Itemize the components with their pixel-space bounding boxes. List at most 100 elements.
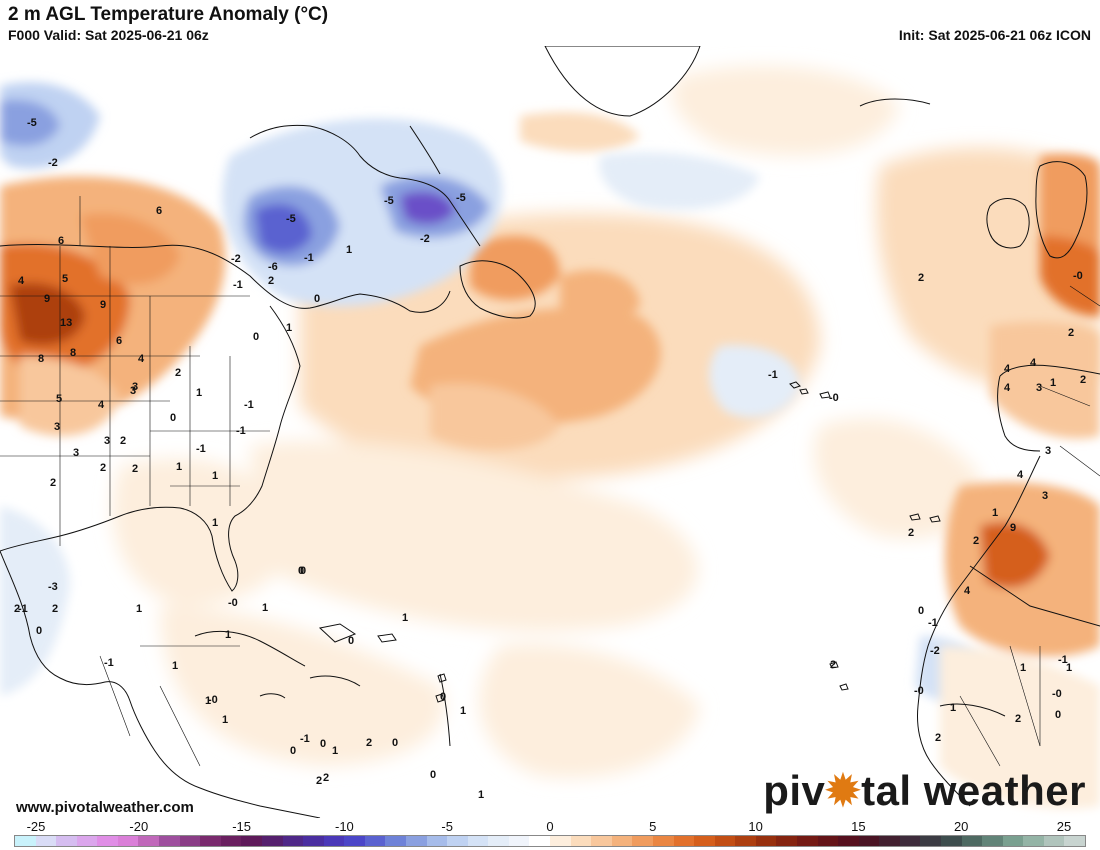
- anomaly-value-label: 0: [320, 738, 326, 750]
- anomaly-value-label: -1: [244, 399, 254, 411]
- anomaly-value-label: -5: [384, 195, 394, 207]
- anomaly-value-label: 8: [38, 353, 44, 365]
- colorbar-tick-label: 10: [748, 819, 763, 834]
- anomaly-value-label: 3: [73, 447, 79, 459]
- colorbar-swatch: [261, 836, 283, 846]
- colorbar-swatch: [1064, 836, 1086, 846]
- colorbar-swatch: [220, 836, 242, 846]
- anomaly-value-label: 1: [136, 603, 142, 615]
- colorbar-swatch: [1043, 836, 1065, 846]
- anomaly-value-label: 0: [253, 331, 259, 343]
- colorbar-swatch: [159, 836, 180, 846]
- colorbar-swatch: [714, 836, 736, 846]
- colorbar-tick-label: 5: [649, 819, 657, 834]
- anomaly-value-label: -1: [304, 252, 314, 264]
- anomaly-value-label: 2: [830, 659, 836, 671]
- anomaly-value-label: 1: [222, 714, 228, 726]
- website-url: www.pivotalweather.com: [16, 799, 194, 816]
- anomaly-value-label: 1: [1050, 377, 1056, 389]
- greenland-outline: [544, 46, 701, 117]
- anomaly-value-label: 0: [348, 635, 354, 647]
- warm-cores: [410, 112, 661, 450]
- anomaly-value-label: -5: [456, 192, 466, 204]
- anomaly-value-label: 0: [290, 745, 296, 757]
- colorbar-swatch: [899, 836, 921, 846]
- anomaly-value-label: -5: [27, 117, 37, 129]
- colorbar-ticks: -25 -20 -15 -10 -5 0 5 10 15 20 25: [14, 819, 1086, 835]
- colorbar-swatch: [15, 836, 36, 846]
- anomaly-value-label: 0: [430, 769, 436, 781]
- colorbar-swatch: [1023, 836, 1044, 846]
- anomaly-value-label: 1: [205, 695, 211, 707]
- brand-text-start: piv: [763, 767, 826, 814]
- anomaly-value-label: -1: [196, 443, 206, 455]
- anomaly-value-label: 1: [346, 244, 352, 256]
- colorbar-tick-label: -25: [26, 819, 46, 834]
- anomaly-value-label: -1: [18, 603, 28, 615]
- anomaly-value-label: 4: [1004, 363, 1011, 375]
- colorbar-swatch: [35, 836, 57, 846]
- colorbar-swatch: [961, 836, 983, 846]
- colorbar-swatch: [76, 836, 98, 846]
- anomaly-value-label: 1: [1066, 662, 1072, 674]
- colorbar-swatch: [241, 836, 262, 846]
- init-time: Init: Sat 2025-06-21 06z ICON: [898, 27, 1091, 43]
- colorbar-swatch: [138, 836, 160, 846]
- anomaly-value-label: 8: [70, 347, 76, 359]
- anomaly-value-label: -1: [928, 617, 938, 629]
- anomaly-value-label: 2: [120, 435, 126, 447]
- brand-text-end: tal weather: [861, 767, 1086, 814]
- colorbar-swatch: [405, 836, 427, 846]
- anomaly-value-label: -0: [1052, 688, 1062, 700]
- anomaly-value-label: 3: [1045, 445, 1051, 457]
- anomaly-value-label: 1: [225, 629, 231, 641]
- anomaly-value-label: 4: [138, 353, 145, 365]
- colorbar-swatch: [97, 836, 118, 846]
- anomaly-value-label: 2: [268, 275, 274, 287]
- anomaly-value-label: -0: [208, 694, 218, 706]
- colorbar-swatch: [735, 836, 756, 846]
- colorbar-swatch: [200, 836, 221, 846]
- gear-icon: ✹: [825, 767, 862, 814]
- colorbar-swatch: [447, 836, 468, 846]
- anomaly-value-label: 4: [1017, 469, 1024, 481]
- anomaly-value-label: 5: [62, 273, 68, 285]
- colorbar-swatch: [817, 836, 839, 846]
- political-borders: [0, 196, 1100, 767]
- colorbar-swatch: [344, 836, 365, 846]
- anomaly-value-label: -2: [420, 233, 430, 245]
- map-title: 2 m AGL Temperature Anomaly (°C): [8, 4, 329, 25]
- colorbar-swatch: [529, 836, 551, 846]
- colorbar-tick-label: -20: [129, 819, 149, 834]
- anomaly-value-label: -1: [300, 733, 310, 745]
- colorbar-swatch: [611, 836, 633, 846]
- colorbar-swatch: [879, 836, 900, 846]
- colorbar-swatch: [282, 836, 304, 846]
- anomaly-value-label: -0: [829, 392, 839, 404]
- anomaly-value-label: 9: [44, 293, 50, 305]
- colorbar-swatch: [179, 836, 201, 846]
- anomaly-value-label: 3: [104, 435, 110, 447]
- colorbar-swatch: [467, 836, 489, 846]
- anomaly-value-label: 1: [1020, 662, 1026, 674]
- anomaly-value-label: 3: [54, 421, 60, 433]
- anomaly-value-label: 2: [366, 737, 372, 749]
- anomaly-value-label: 2: [132, 463, 138, 475]
- colorbar-swatch: [591, 836, 612, 846]
- anomaly-value-label: 4: [1004, 382, 1011, 394]
- anomaly-value-label: 4: [98, 399, 105, 411]
- anomaly-value-label: 9: [100, 299, 106, 311]
- warm-anomaly-europe-africa: [940, 154, 1100, 809]
- anomaly-value-label: 0: [298, 565, 304, 577]
- colorbar-swatch: [508, 836, 530, 846]
- anomaly-value-label: 0: [36, 625, 42, 637]
- colorbar-swatch: [570, 836, 592, 846]
- anomaly-value-label: 0: [392, 737, 398, 749]
- anomaly-value-label: 2: [175, 367, 181, 379]
- anomaly-value-label: -0: [228, 597, 238, 609]
- coastlines: [0, 98, 1100, 818]
- anomaly-value-label: 3: [1036, 382, 1042, 394]
- anomaly-value-label: -1: [236, 425, 246, 437]
